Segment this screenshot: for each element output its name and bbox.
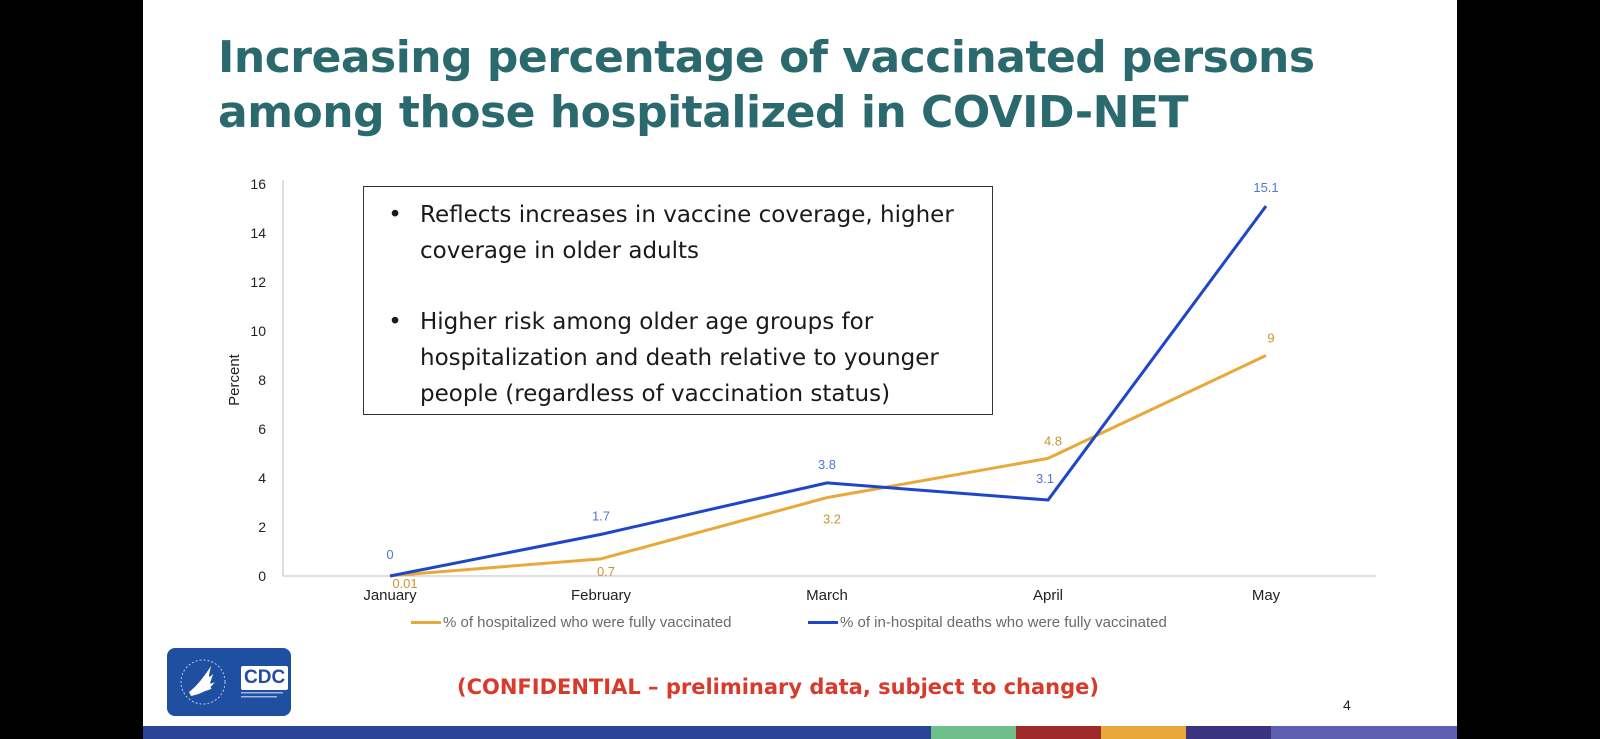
data-label-deaths: 3.1 (1036, 471, 1054, 486)
y-tick-label: 8 (258, 372, 266, 388)
footer-segment (1016, 726, 1101, 739)
x-tick-label: March (806, 587, 848, 604)
y-tick-label: 0 (258, 568, 266, 584)
bullet-text: Reflects increases in vaccine coverage, … (420, 202, 954, 264)
cdc-wordmark: CDC (241, 666, 289, 690)
legend-label-hospitalized: % of hospitalized who were fully vaccina… (443, 614, 732, 631)
data-label-hospitalized: 0.7 (597, 564, 615, 579)
legend-swatch-deaths (808, 621, 838, 624)
data-label-deaths: 1.7 (592, 508, 610, 523)
data-label-hospitalized: 4.8 (1044, 433, 1062, 448)
cdc-logo: CDC (167, 648, 291, 716)
hhs-eagle-icon (180, 659, 226, 705)
data-label-deaths: 3.8 (818, 457, 836, 472)
slide: Increasing percentage of vaccinated pers… (143, 0, 1457, 739)
x-tick-label: April (1033, 587, 1063, 604)
footer-segment (143, 726, 931, 739)
footer-color-bar (143, 726, 1457, 739)
x-tick-label: February (571, 587, 632, 604)
line-chart: 0 2 4 6 8 10 12 14 16 Percent January February March… (226, 176, 1376, 604)
data-label-hospitalized: 0.01 (392, 576, 417, 591)
data-label-deaths: 15.1 (1253, 180, 1278, 195)
y-tick-label: 2 (258, 519, 266, 535)
data-label-hospitalized: 9 (1267, 331, 1274, 346)
y-tick-label: 16 (250, 176, 266, 192)
bullet-dot: • (388, 202, 402, 228)
bullet-item: • Higher risk among older age groups for… (370, 304, 972, 412)
y-axis-title: Percent (226, 353, 243, 406)
y-tick-label: 14 (250, 225, 266, 241)
page-number: 4 (1343, 697, 1351, 713)
title-line-1: Increasing percentage of vaccinated pers… (218, 32, 1315, 83)
bullet-dot: • (388, 309, 402, 335)
bullet-text: Higher risk among older age groups for h… (420, 309, 939, 407)
footer-segment (1101, 726, 1186, 739)
chart-legend: % of hospitalized who were fully vaccina… (143, 614, 1457, 634)
legend-item-deaths: % of in-hospital deaths who were fully v… (808, 614, 1167, 631)
slide-title: Increasing percentage of vaccinated pers… (218, 30, 1398, 140)
logo-subtext-lines (241, 692, 283, 698)
x-tick-label: May (1252, 587, 1281, 604)
confidential-note: (CONFIDENTIAL – preliminary data, subjec… (143, 675, 1457, 699)
callout-box: • Reflects increases in vaccine coverage… (363, 186, 993, 415)
footer-segment (1271, 726, 1457, 739)
legend-swatch-hospitalized (411, 621, 441, 624)
confidential-text: (CONFIDENTIAL – preliminary data, subjec… (456, 675, 1100, 699)
y-tick-label: 6 (258, 421, 266, 437)
y-tick-label: 4 (258, 470, 266, 486)
data-label-deaths: 0 (386, 547, 393, 562)
footer-segment (1186, 726, 1271, 739)
legend-item-hospitalized: % of hospitalized who were fully vaccina… (411, 614, 732, 631)
title-line-2: among those hospitalized in COVID-NET (218, 87, 1188, 138)
bullet-item: • Reflects increases in vaccine coverage… (370, 197, 972, 269)
data-label-hospitalized: 3.2 (823, 512, 841, 527)
x-tick-label: January (363, 587, 417, 604)
footer-segment (931, 726, 1016, 739)
series-line-deaths (389, 205, 1268, 578)
legend-label-deaths: % of in-hospital deaths who were fully v… (840, 614, 1167, 631)
series-line-hospitalized (389, 354, 1267, 578)
y-tick-label: 10 (250, 323, 266, 339)
y-tick-label: 12 (250, 274, 266, 290)
